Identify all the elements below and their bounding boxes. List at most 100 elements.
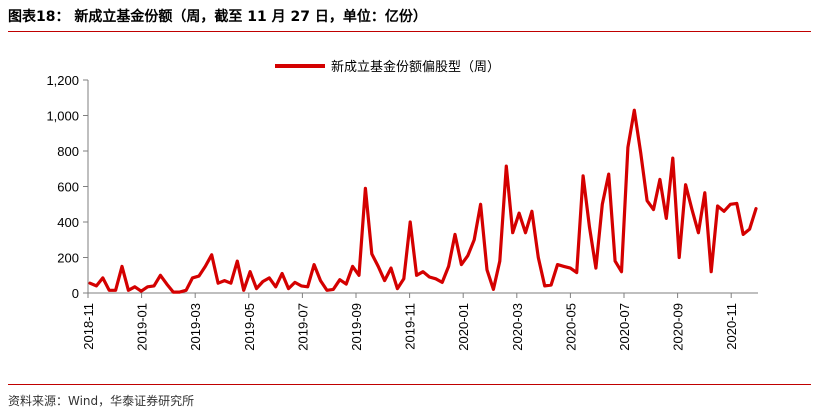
x-tick-label: 2019-07 <box>295 303 310 351</box>
data-point <box>646 199 648 202</box>
data-point <box>595 267 597 269</box>
data-point <box>569 267 572 269</box>
y-tick-label: 400 <box>57 215 79 230</box>
data-point <box>223 279 226 282</box>
data-points <box>89 109 757 293</box>
data-point <box>146 286 149 288</box>
x-tick-label: 2019-01 <box>135 303 150 351</box>
data-point <box>755 207 757 210</box>
data-point <box>659 178 661 181</box>
data-point <box>415 274 418 277</box>
data-point <box>460 263 463 266</box>
data-point <box>364 187 367 190</box>
y-tick-label: 1,200 <box>46 73 79 88</box>
data-point <box>274 286 277 288</box>
data-point <box>121 265 123 268</box>
data-point <box>409 221 412 223</box>
data-point <box>108 289 110 292</box>
data-point <box>326 289 328 292</box>
data-point <box>153 285 155 287</box>
data-point <box>306 286 309 288</box>
data-point <box>614 260 616 262</box>
data-point <box>447 265 450 268</box>
data-point <box>505 165 508 167</box>
data-point <box>511 231 514 234</box>
data-point <box>345 283 348 285</box>
data-point <box>672 157 674 159</box>
x-tick-label: 2019-05 <box>242 303 257 351</box>
data-point <box>499 260 501 262</box>
data-point <box>140 290 142 293</box>
data-point <box>441 281 444 284</box>
x-tick-label: 2020-09 <box>671 303 686 351</box>
data-point <box>236 260 239 262</box>
x-tick-label: 2019-11 <box>403 303 418 350</box>
data-point <box>134 286 136 288</box>
data-point <box>524 231 527 234</box>
line-chart: 新成立基金份额偏股型（周） 0 200 400 600 800 1,000 1,200 20… <box>46 59 758 351</box>
data-point <box>652 208 655 211</box>
data-point <box>473 239 476 241</box>
data-point <box>339 278 341 281</box>
data-point <box>351 265 354 268</box>
y-tick-label: 600 <box>57 180 79 195</box>
y-tick-label: 1,000 <box>46 109 79 124</box>
data-point <box>601 203 604 206</box>
data-point <box>742 233 744 236</box>
data-point <box>268 277 271 279</box>
data-point <box>159 274 162 277</box>
data-point <box>704 191 706 194</box>
data-point <box>620 270 623 273</box>
x-tick-label: 2020-11 <box>724 303 739 350</box>
data-point <box>217 282 219 285</box>
x-tick-label: 2020-03 <box>510 303 525 351</box>
data-point <box>627 146 629 149</box>
data-point <box>287 287 290 290</box>
legend-label: 新成立基金份额偏股型（周） <box>331 59 500 75</box>
data-point <box>396 287 399 290</box>
data-point <box>198 275 200 277</box>
data-point <box>191 277 194 279</box>
data-point <box>313 263 315 266</box>
x-ticks: 2018-11 2019-01 2019-03 2019-05 2019-07 2019-… <box>81 293 739 351</box>
data-point <box>281 272 283 275</box>
data-point <box>178 291 181 293</box>
data-point <box>607 173 610 175</box>
data-point <box>537 256 540 259</box>
y-tick-label: 800 <box>57 144 79 159</box>
data-point <box>377 265 380 268</box>
data-point <box>255 287 258 290</box>
data-point <box>300 285 303 287</box>
data-point <box>563 265 565 268</box>
x-tick-label: 2020-01 <box>456 303 471 351</box>
data-point <box>550 284 552 286</box>
source-note: 资料来源：Wind，华泰证券研究所 <box>8 394 195 408</box>
data-point <box>454 233 456 236</box>
data-point <box>697 231 700 234</box>
data-point <box>543 285 546 287</box>
data-point <box>723 210 725 213</box>
data-point <box>588 226 591 229</box>
data-point <box>390 267 392 269</box>
bottom-rule <box>8 384 811 385</box>
data-point <box>492 288 495 291</box>
data-point <box>294 281 296 284</box>
top-rule <box>8 31 811 32</box>
data-point <box>204 265 207 268</box>
data-point <box>748 228 751 230</box>
data-point <box>127 289 130 292</box>
data-point <box>710 270 712 273</box>
x-tick-label: 2019-09 <box>349 303 364 351</box>
data-point <box>582 175 584 177</box>
data-point <box>371 253 373 255</box>
x-tick-label: 2020-07 <box>617 303 632 351</box>
data-point <box>518 212 520 214</box>
data-point <box>230 282 232 285</box>
data-point <box>95 285 98 287</box>
data-point <box>736 202 738 205</box>
data-point <box>114 289 117 292</box>
data-point <box>383 279 386 282</box>
data-point <box>332 288 335 291</box>
figure-title: 图表18： 新成立基金份额（周，截至 11 月 27 日，单位：亿份） <box>8 9 427 25</box>
y-tick-label: 200 <box>57 251 79 266</box>
